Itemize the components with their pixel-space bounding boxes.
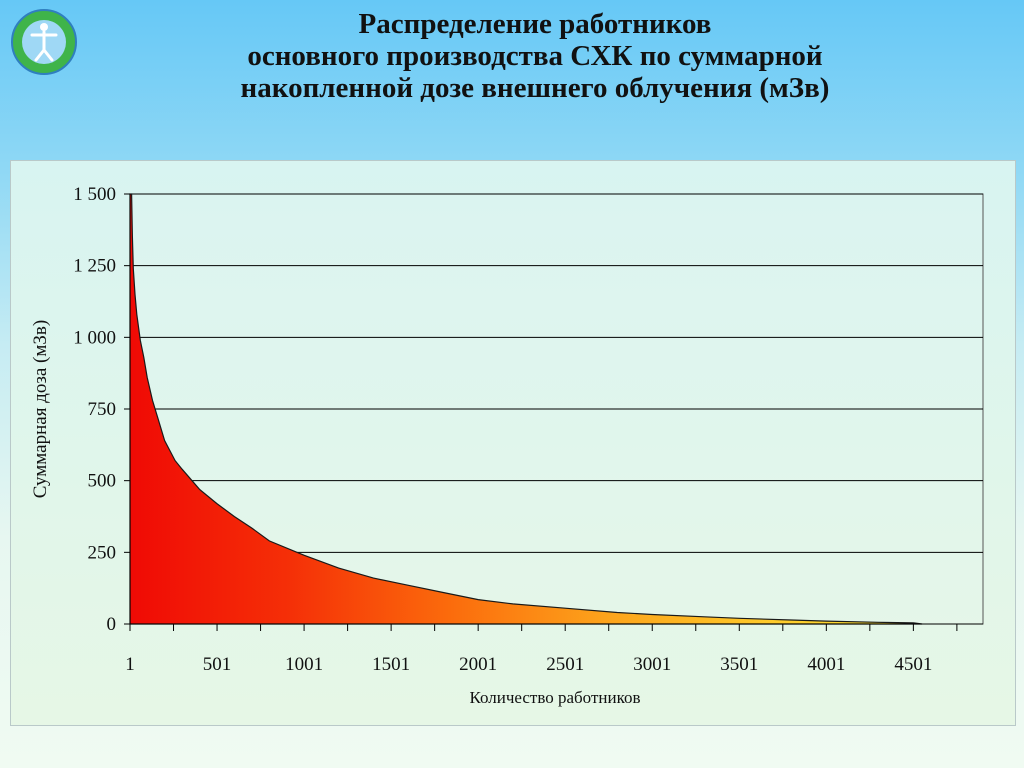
x-tick-label: 1501 <box>372 654 410 675</box>
x-tick-label: 4001 <box>807 654 845 675</box>
y-tick-label: 500 <box>88 471 117 492</box>
y-tick-label: 750 <box>88 399 117 420</box>
x-tick-label: 3501 <box>720 654 758 675</box>
y-tick-label: 1 500 <box>73 184 116 205</box>
x-tick-label: 1 <box>125 654 135 675</box>
chart-panel <box>10 160 1016 726</box>
page-title: Распределение работников основного произ… <box>150 8 920 104</box>
y-tick-label: 1 000 <box>73 327 116 348</box>
title-line-2: основного производства СХК по суммарной <box>247 40 823 72</box>
y-tick-label: 250 <box>88 542 117 563</box>
y-axis-label: Суммарная доза (мЗв) <box>30 320 51 498</box>
x-tick-label: 2001 <box>459 654 497 675</box>
x-tick-label: 501 <box>203 654 232 675</box>
x-tick-label: 2501 <box>546 654 584 675</box>
title-line-3: накопленной дозе внешнего облучения (мЗв… <box>240 72 830 104</box>
x-tick-label: 1001 <box>285 654 323 675</box>
logo <box>10 8 78 76</box>
x-tick-label: 4501 <box>894 654 932 675</box>
x-axis-label: Количество работников <box>469 688 640 707</box>
y-tick-label: 1 250 <box>73 256 116 277</box>
dose-area <box>129 193 923 625</box>
x-tick-label: 3001 <box>633 654 671 675</box>
y-tick-label: 0 <box>107 614 117 635</box>
title-line-1: Распределение работников <box>358 8 712 40</box>
